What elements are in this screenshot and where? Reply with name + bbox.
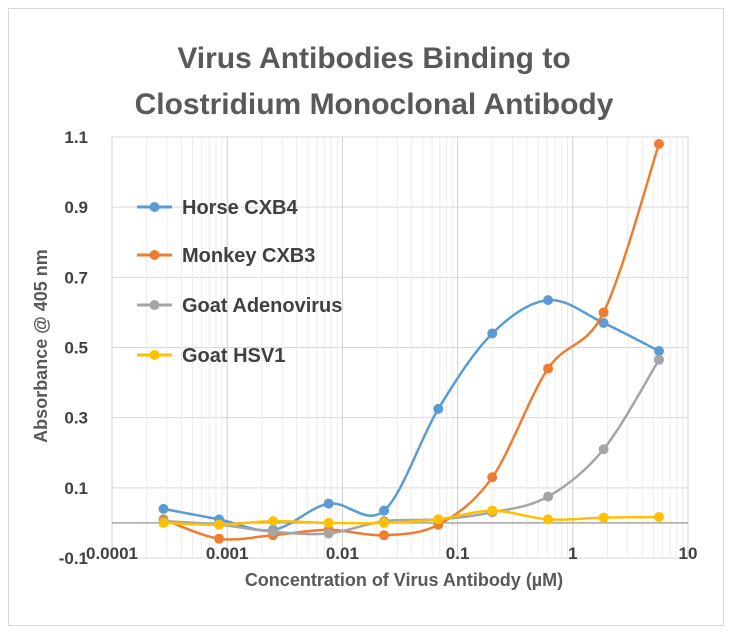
data-point-monkey-cxb3 xyxy=(598,307,609,318)
series-line-goat-adenovirus xyxy=(163,359,661,536)
x-axis-title: Concentration of Virus Antibody (µM) xyxy=(245,570,563,590)
series-goat-hsv1 xyxy=(158,505,664,530)
x-tick-label: 0.0001 xyxy=(86,544,138,563)
legend-marker-goat-hsv1 xyxy=(149,350,160,360)
data-point-monkey-cxb3 xyxy=(543,363,554,374)
data-point-goat-hsv1 xyxy=(598,512,609,523)
legend-label-goat-adenovirus: Goat Adenovirus xyxy=(182,295,342,317)
tick-labels: -0.1 0.1 0.3 0.5 0.7 0.9 1.1 0.0001 0.001 0.01 0.1… xyxy=(59,128,698,568)
legend-marker-goat-adenovirus xyxy=(149,300,160,310)
data-point-goat-hsv1 xyxy=(323,517,334,528)
legend-item-goat-hsv1: Goat HSV1 xyxy=(137,345,285,367)
data-point-horse-cxb4 xyxy=(598,317,609,328)
data-point-monkey-cxb3 xyxy=(214,533,225,544)
series-line-horse-cxb4 xyxy=(163,298,660,532)
legend-marker-horse-cxb4 xyxy=(149,202,160,212)
legend-label-horse-cxb4: Horse CXB4 xyxy=(182,197,298,219)
y-tick-label: 0.1 xyxy=(64,479,88,498)
data-point-monkey-cxb3 xyxy=(487,472,498,483)
x-tick-label: 10 xyxy=(679,544,698,563)
data-point-goat-adenovirus xyxy=(268,526,279,537)
legend: Horse CXB4 Monkey CXB3 Goat Adenovirus G… xyxy=(137,197,342,367)
data-point-goat-adenovirus xyxy=(653,354,664,365)
data-point-horse-cxb4 xyxy=(543,295,554,306)
y-tick-label: 0.7 xyxy=(64,268,88,287)
legend-item-goat-adenovirus: Goat Adenovirus xyxy=(137,295,342,317)
data-point-goat-adenovirus xyxy=(598,444,609,455)
data-point-horse-cxb4 xyxy=(433,403,444,414)
data-point-monkey-cxb3 xyxy=(653,139,664,150)
series-line-goat-hsv1 xyxy=(163,509,660,526)
x-tick-label: 1 xyxy=(568,544,577,563)
data-point-goat-adenovirus xyxy=(323,528,334,539)
legend-item-monkey-cxb3: Monkey CXB3 xyxy=(137,245,315,267)
data-point-goat-hsv1 xyxy=(214,519,225,530)
data-point-horse-cxb4 xyxy=(158,503,169,514)
chart-title-line-1: Virus Antibodies Binding to xyxy=(177,42,570,75)
x-tick-label: 0.001 xyxy=(206,544,249,563)
y-tick-label: -0.1 xyxy=(59,549,88,568)
data-point-horse-cxb4 xyxy=(653,346,664,357)
data-point-goat-hsv1 xyxy=(487,505,498,516)
series-layer xyxy=(158,139,664,544)
data-point-horse-cxb4 xyxy=(379,505,390,516)
series-horse-cxb4 xyxy=(158,295,664,535)
legend-label-monkey-cxb3: Monkey CXB3 xyxy=(182,245,315,267)
data-point-horse-cxb4 xyxy=(323,498,334,509)
data-point-goat-hsv1 xyxy=(268,516,279,527)
legend-marker-monkey-cxb3 xyxy=(149,250,160,260)
data-point-goat-hsv1 xyxy=(653,511,664,522)
x-tick-label: 0.1 xyxy=(446,544,470,563)
y-tick-label: 0.5 xyxy=(64,339,88,358)
data-point-goat-hsv1 xyxy=(433,514,444,525)
y-axis-title: Absorbance @ 405 nm xyxy=(31,249,51,443)
series-goat-adenovirus xyxy=(158,354,664,539)
y-tick-label: 0.9 xyxy=(64,198,88,217)
legend-label-goat-hsv1: Goat HSV1 xyxy=(182,345,285,367)
data-point-goat-adenovirus xyxy=(543,491,554,502)
data-point-horse-cxb4 xyxy=(487,328,498,339)
legend-item-horse-cxb4: Horse CXB4 xyxy=(137,197,298,219)
data-point-monkey-cxb3 xyxy=(379,530,390,541)
data-point-goat-hsv1 xyxy=(379,517,390,528)
data-point-goat-hsv1 xyxy=(158,517,169,528)
chart-title-line-2: Clostridium Monoclonal Antibody xyxy=(135,88,614,121)
y-tick-label: 1.1 xyxy=(64,128,88,147)
y-tick-label: 0.3 xyxy=(64,409,88,428)
data-point-goat-hsv1 xyxy=(543,514,554,525)
x-tick-label: 0.01 xyxy=(326,544,359,563)
